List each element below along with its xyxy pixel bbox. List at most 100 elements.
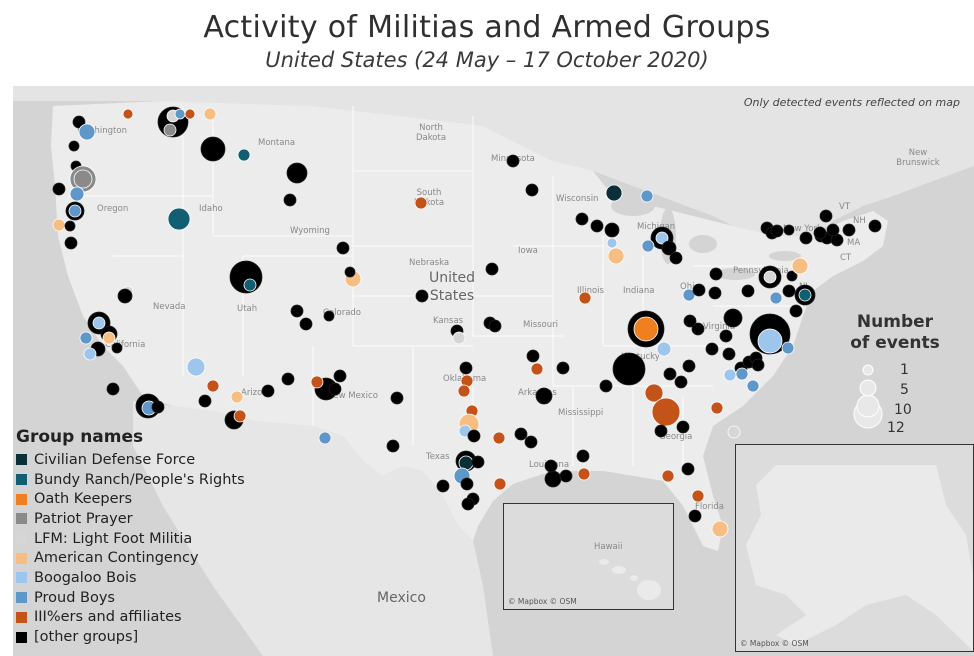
event-marker[interactable]: [708, 286, 722, 300]
event-marker[interactable]: [64, 236, 78, 250]
event-marker[interactable]: [826, 223, 840, 237]
event-marker[interactable]: [544, 459, 558, 473]
event-marker[interactable]: [705, 342, 719, 356]
event-marker[interactable]: [544, 470, 562, 488]
event-marker[interactable]: [390, 391, 404, 405]
event-marker[interactable]: [868, 219, 882, 233]
event-marker[interactable]: [318, 431, 332, 445]
event-marker[interactable]: [769, 291, 783, 305]
event-marker[interactable]: [651, 397, 681, 427]
event-marker[interactable]: [604, 222, 620, 238]
event-marker[interactable]: [167, 207, 191, 231]
event-marker[interactable]: [106, 382, 120, 396]
event-marker[interactable]: [577, 467, 591, 481]
event-marker[interactable]: [607, 247, 625, 265]
event-marker[interactable]: [68, 140, 80, 152]
event-marker[interactable]: [230, 390, 244, 404]
hawaii-inset[interactable]: Hawaii © Mapbox © OSM: [503, 503, 674, 610]
event-marker[interactable]: [52, 182, 66, 196]
event-marker[interactable]: [299, 317, 313, 331]
event-marker[interactable]: [692, 283, 706, 297]
event-marker[interactable]: [723, 308, 743, 328]
event-marker[interactable]: [323, 310, 335, 322]
map-area[interactable]: United States Mexico Washington Montana …: [13, 86, 974, 656]
event-marker[interactable]: [813, 226, 827, 240]
event-marker[interactable]: [151, 400, 165, 414]
event-marker[interactable]: [83, 347, 97, 361]
event-marker[interactable]: [669, 251, 683, 265]
event-marker[interactable]: [674, 375, 688, 389]
event-marker[interactable]: [791, 257, 809, 275]
event-marker[interactable]: [525, 183, 539, 197]
event-marker[interactable]: [286, 162, 308, 184]
event-marker[interactable]: [786, 270, 798, 282]
event-marker[interactable]: [741, 284, 755, 298]
event-marker[interactable]: [661, 469, 675, 483]
event-marker[interactable]: [746, 379, 760, 393]
event-marker[interactable]: [117, 288, 133, 304]
event-marker[interactable]: [682, 359, 696, 373]
event-marker[interactable]: [174, 108, 186, 120]
event-marker[interactable]: [415, 289, 429, 303]
event-marker[interactable]: [206, 379, 220, 393]
event-marker[interactable]: [69, 186, 85, 202]
event-marker[interactable]: [799, 231, 813, 245]
event-marker[interactable]: [575, 212, 589, 226]
event-marker[interactable]: [333, 369, 347, 383]
event-marker[interactable]: [783, 224, 795, 236]
event-marker[interactable]: [452, 331, 466, 345]
event-marker[interactable]: [92, 316, 106, 330]
event-marker[interactable]: [605, 184, 623, 202]
event-marker[interactable]: [727, 425, 741, 439]
event-marker[interactable]: [789, 304, 803, 318]
event-marker[interactable]: [535, 387, 553, 405]
event-marker[interactable]: [842, 223, 856, 237]
event-marker[interactable]: [723, 368, 737, 382]
event-marker[interactable]: [709, 267, 723, 281]
event-marker[interactable]: [530, 362, 544, 376]
event-marker[interactable]: [111, 342, 123, 354]
event-marker[interactable]: [751, 358, 765, 372]
event-marker[interactable]: [770, 224, 784, 238]
event-marker[interactable]: [184, 108, 196, 120]
event-marker[interactable]: [186, 357, 206, 377]
event-marker[interactable]: [459, 361, 473, 375]
event-marker[interactable]: [122, 108, 134, 120]
event-marker[interactable]: [681, 462, 695, 476]
event-marker[interactable]: [782, 284, 796, 298]
event-marker[interactable]: [488, 319, 502, 333]
event-marker[interactable]: [506, 154, 520, 168]
event-marker[interactable]: [640, 189, 654, 203]
event-marker[interactable]: [328, 382, 342, 396]
event-marker[interactable]: [261, 384, 275, 398]
event-marker[interactable]: [203, 107, 217, 121]
event-marker[interactable]: [641, 239, 655, 253]
event-marker[interactable]: [436, 479, 450, 493]
event-marker[interactable]: [102, 331, 116, 345]
event-marker[interactable]: [198, 394, 212, 408]
event-marker[interactable]: [460, 477, 474, 491]
event-marker[interactable]: [524, 435, 538, 449]
event-marker[interactable]: [661, 240, 677, 256]
event-marker[interactable]: [68, 204, 82, 218]
event-marker[interactable]: [691, 489, 705, 503]
event-marker[interactable]: [79, 331, 93, 345]
event-marker[interactable]: [763, 270, 777, 284]
event-marker[interactable]: [64, 220, 76, 232]
event-marker[interactable]: [233, 409, 247, 423]
event-marker[interactable]: [757, 328, 783, 354]
event-marker[interactable]: [457, 384, 471, 398]
event-marker[interactable]: [414, 196, 428, 210]
event-marker[interactable]: [73, 169, 93, 189]
event-marker[interactable]: [336, 241, 350, 255]
event-marker[interactable]: [163, 123, 177, 137]
event-marker[interactable]: [243, 278, 257, 292]
event-marker[interactable]: [78, 123, 96, 141]
alaska-inset[interactable]: © Mapbox © OSM: [735, 444, 974, 652]
event-marker[interactable]: [683, 314, 697, 328]
event-marker[interactable]: [819, 209, 833, 223]
event-marker[interactable]: [691, 322, 705, 336]
event-marker[interactable]: [719, 329, 733, 343]
event-marker[interactable]: [590, 219, 604, 233]
event-marker[interactable]: [654, 424, 668, 438]
